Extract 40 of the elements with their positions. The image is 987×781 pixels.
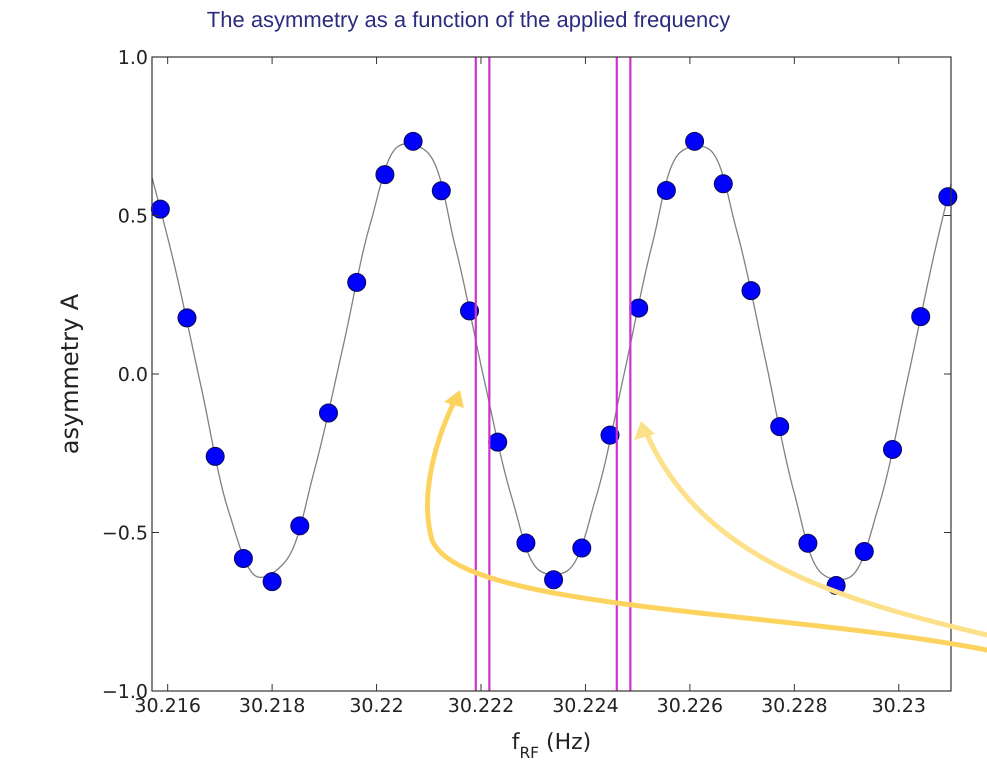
point: [770, 417, 790, 436]
point: [290, 516, 310, 536]
point: [432, 181, 451, 200]
y-axis-title: asymmetry A: [56, 293, 84, 454]
x-tick-label: 30.224: [552, 695, 619, 717]
point: [347, 272, 366, 292]
x-tick-label: 30.22: [349, 695, 404, 717]
point: [911, 307, 930, 326]
point: [375, 165, 394, 184]
point: [150, 200, 170, 219]
point: [544, 570, 564, 590]
point: [516, 533, 536, 552]
point: [488, 432, 508, 452]
x-tick-label: 30.228: [761, 695, 828, 717]
point: [714, 174, 733, 194]
point: [741, 281, 760, 300]
chart-title: The asymmetry as a function of the applied frequency: [206, 7, 730, 32]
point: [883, 440, 902, 459]
point: [319, 403, 338, 422]
y-tick-label: 1.0: [118, 47, 148, 69]
point: [572, 538, 592, 558]
point: [629, 298, 648, 318]
point: [656, 180, 676, 200]
point: [177, 308, 196, 328]
y-tick-label: −0.5: [102, 522, 148, 544]
point: [685, 132, 704, 151]
point: [262, 572, 282, 592]
y-tick-label: 0.5: [118, 206, 148, 228]
point: [404, 132, 423, 151]
x-tick-label: 30.218: [238, 695, 306, 717]
point: [854, 542, 874, 562]
point: [798, 534, 818, 553]
x-tick-label: 30.222: [448, 695, 514, 717]
y-tick-label: 0.0: [118, 364, 148, 386]
point: [234, 548, 253, 568]
x-tick-label: 30.226: [656, 695, 724, 717]
point: [938, 187, 958, 206]
x-axis-title: f$_{RF}$ (Hz): [512, 730, 592, 762]
x-tick-label: 30.23: [872, 695, 926, 717]
point: [206, 446, 225, 466]
